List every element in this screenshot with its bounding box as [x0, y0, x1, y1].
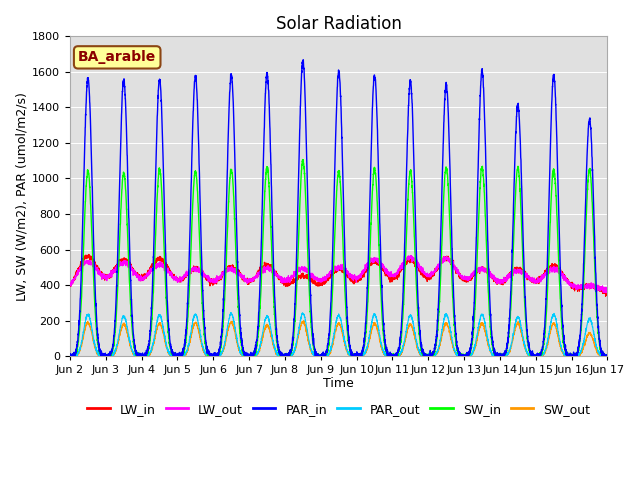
- LW_out: [604, 288, 611, 294]
- SW_in: [66, 353, 74, 359]
- LW_in: [429, 272, 437, 277]
- SW_in: [299, 156, 307, 162]
- LW_in: [460, 276, 467, 282]
- LW_out: [319, 276, 326, 282]
- Line: SW_in: SW_in: [70, 159, 607, 356]
- PAR_out: [67, 353, 74, 359]
- LW_out: [66, 283, 74, 289]
- PAR_in: [429, 349, 437, 355]
- Y-axis label: LW, SW (W/m2), PAR (umol/m2/s): LW, SW (W/m2), PAR (umol/m2/s): [15, 92, 28, 300]
- PAR_in: [319, 353, 326, 359]
- Legend: LW_in, LW_out, PAR_in, PAR_out, SW_in, SW_out: LW_in, LW_out, PAR_in, PAR_out, SW_in, S…: [82, 397, 595, 420]
- Title: Solar Radiation: Solar Radiation: [276, 15, 402, 33]
- Line: PAR_out: PAR_out: [70, 312, 607, 356]
- LW_in: [604, 290, 611, 296]
- LW_out: [408, 253, 415, 259]
- SW_out: [490, 352, 497, 358]
- SW_out: [603, 353, 611, 359]
- Line: PAR_in: PAR_in: [70, 60, 607, 356]
- LW_out: [490, 273, 497, 279]
- PAR_out: [66, 353, 74, 359]
- SW_out: [429, 353, 437, 359]
- LW_in: [603, 290, 611, 296]
- LW_in: [84, 252, 92, 257]
- PAR_in: [603, 352, 611, 358]
- PAR_in: [67, 353, 74, 359]
- LW_in: [319, 282, 326, 288]
- LW_out: [460, 276, 467, 282]
- LW_in: [490, 276, 497, 281]
- SW_in: [490, 350, 497, 356]
- Text: BA_arable: BA_arable: [78, 50, 156, 64]
- LW_in: [602, 293, 609, 299]
- SW_out: [604, 353, 611, 359]
- SW_in: [163, 307, 170, 313]
- PAR_in: [490, 350, 497, 356]
- LW_out: [604, 290, 611, 296]
- Line: SW_out: SW_out: [70, 321, 607, 356]
- LW_in: [66, 283, 74, 288]
- PAR_out: [319, 353, 326, 359]
- PAR_out: [604, 353, 611, 359]
- SW_out: [66, 352, 74, 358]
- LW_out: [163, 268, 170, 274]
- LW_out: [603, 289, 611, 295]
- X-axis label: Time: Time: [323, 377, 354, 390]
- SW_in: [67, 353, 74, 359]
- LW_out: [429, 272, 437, 277]
- PAR_in: [460, 353, 467, 359]
- PAR_out: [227, 310, 235, 315]
- Line: LW_in: LW_in: [70, 254, 607, 296]
- PAR_in: [300, 57, 307, 62]
- PAR_out: [490, 352, 497, 358]
- PAR_out: [163, 342, 170, 348]
- SW_out: [460, 353, 467, 359]
- SW_in: [319, 353, 326, 359]
- SW_in: [603, 353, 611, 359]
- PAR_in: [604, 353, 611, 359]
- SW_in: [604, 353, 611, 359]
- SW_out: [163, 345, 170, 350]
- SW_in: [460, 353, 467, 359]
- LW_in: [163, 262, 170, 268]
- SW_in: [429, 351, 437, 357]
- SW_out: [319, 353, 326, 359]
- PAR_in: [66, 353, 74, 359]
- PAR_out: [603, 353, 611, 359]
- SW_out: [67, 353, 74, 359]
- SW_out: [300, 318, 308, 324]
- PAR_out: [460, 353, 467, 359]
- PAR_out: [429, 353, 437, 359]
- PAR_in: [163, 283, 170, 289]
- Line: LW_out: LW_out: [70, 256, 607, 293]
